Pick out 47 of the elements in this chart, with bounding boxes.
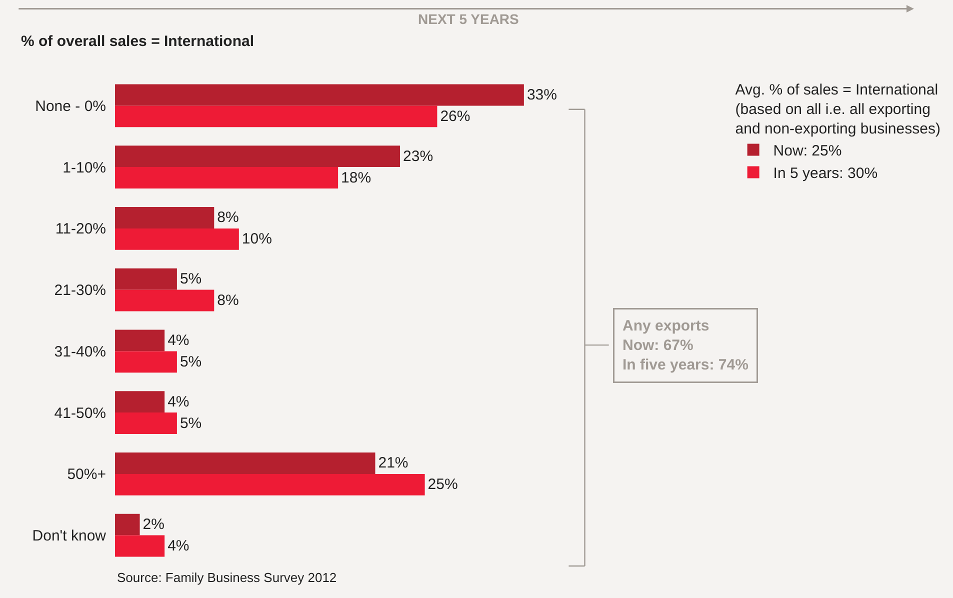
data-label: 23% [403, 148, 434, 165]
y-tick-label: 50%+ [67, 466, 106, 484]
bar [115, 535, 165, 557]
y-tick-label: Don't know [32, 528, 106, 545]
y-tick-label: 21-30% [54, 282, 106, 300]
data-label: 8% [217, 209, 239, 226]
data-label: 5% [180, 270, 202, 288]
data-label: 2% [142, 516, 164, 534]
y-tick-label: 31-40% [54, 343, 106, 360]
y-axis-title: % of overall sales = International [21, 33, 254, 50]
bar [115, 452, 376, 474]
bar [115, 391, 165, 413]
data-label: 5% [180, 414, 202, 432]
text: Any exports Now: 67% In five years: 74% [622, 318, 748, 374]
bar [115, 146, 400, 168]
bar [115, 167, 338, 189]
data-label: 18% [341, 169, 372, 186]
data-label: 4% [168, 538, 190, 555]
bar [115, 412, 177, 434]
data-label: 4% [168, 393, 190, 410]
y-tick-label: 41-50% [54, 404, 106, 422]
data-label: 21% [378, 454, 408, 472]
data-label: 5% [180, 353, 202, 370]
data-label: 25% [428, 476, 458, 494]
bar [115, 106, 438, 128]
y-tick-label: 11-20% [55, 220, 106, 238]
bar [115, 351, 177, 373]
legend-label: In 5 years: 30% [773, 165, 878, 182]
bar [115, 474, 425, 496]
data-label: 8% [217, 292, 239, 310]
data-label: 10% [242, 230, 272, 248]
bar [115, 268, 177, 290]
bar [115, 330, 165, 352]
bar [115, 84, 524, 106]
y-tick-label: 1-10% [62, 159, 106, 176]
y-tick-label: None - 0% [35, 98, 106, 115]
legend-label: Now: 25% [773, 142, 842, 160]
bar [115, 514, 140, 536]
source-note: Source: Family Business Survey 2012 [117, 570, 337, 585]
bar [115, 290, 214, 312]
legend-title: Avg. % of sales = International (based on all i.e. all exporting and non-exporting businesses) [735, 82, 940, 138]
data-label: 26% [440, 108, 470, 125]
text: NEXT 5 YEARS [418, 11, 519, 27]
data-label: 33% [526, 86, 557, 104]
data-label: 4% [168, 332, 190, 349]
bar [115, 228, 239, 250]
bar [115, 206, 214, 228]
